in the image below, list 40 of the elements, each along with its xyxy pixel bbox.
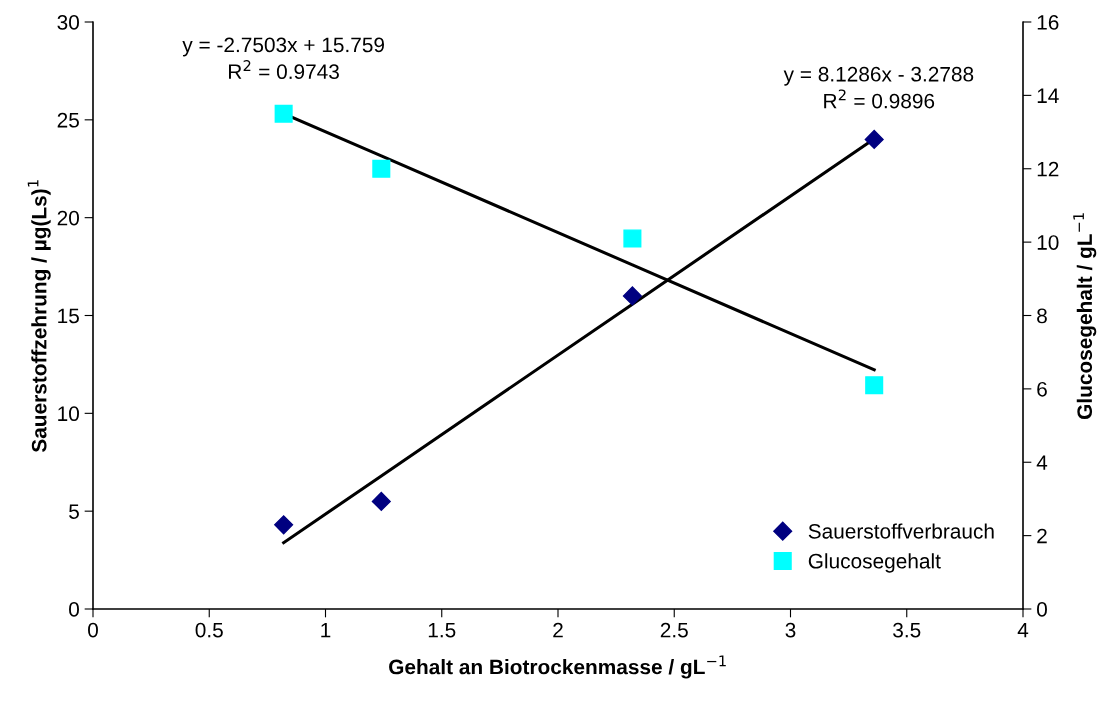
y-tick-label: 5 (69, 504, 79, 519)
y2-tick-label: 10 (1037, 235, 1059, 250)
point (622, 286, 642, 306)
y2-tick-label: 4 (1036, 455, 1048, 470)
legend-label: Glucosegehalt (808, 553, 941, 573)
point (864, 129, 884, 149)
y-axis-title: Sauerstoffzehrung / µg(Ls)$^{1}$ (27, 180, 51, 453)
y-tick-label: 30 (57, 15, 79, 30)
y2-tick-label: 16 (1037, 15, 1059, 30)
point (274, 104, 293, 123)
point (274, 515, 294, 535)
y2-tick-label: 12 (1037, 161, 1059, 177)
x-tick-label: 1 (321, 622, 331, 638)
y2-axis-title: Glucosegehalt / gL$^{−1}$ (1073, 213, 1097, 420)
point (371, 491, 391, 511)
y-tick-label: 0 (69, 602, 79, 617)
x-tick-label: 0.5 (195, 622, 223, 638)
annotation: y = -2.7503x + 15.759 R$^{2}$ = 0.9743 (182, 37, 385, 80)
x-tick-label: 0 (88, 622, 98, 638)
y2-tick-label: 6 (1037, 381, 1047, 397)
point (865, 376, 884, 395)
y-tick-label: 15 (58, 308, 79, 324)
x-tick-label: 4 (1017, 622, 1029, 638)
y2-tick-label: 2 (1037, 528, 1047, 544)
y2-tick-label: 14 (1037, 88, 1059, 103)
y-tick-label: 20 (57, 210, 79, 226)
annotation: y = 8.1286x - 3.2788 R$^{2}$ = 0.9896 (783, 66, 974, 109)
point (372, 159, 391, 178)
y2-tick-label: 8 (1037, 308, 1047, 324)
x-tick-label: 2 (553, 622, 563, 638)
x-tick-label: 2.5 (660, 622, 688, 638)
x-tick-label: 1.5 (428, 622, 456, 638)
y2-tick-label: 0 (1037, 602, 1047, 617)
point (623, 229, 642, 248)
y-tick-label: 10 (58, 406, 79, 422)
x-tick-label: 3.5 (893, 622, 921, 638)
x-axis-title: Gehalt an Biotrockenmasse / gL$^{−1}$ (389, 655, 726, 679)
y-tick-label: 25 (57, 112, 79, 128)
legend-label: Sauerstoffverbrauch (808, 523, 994, 539)
x-tick-label: 3 (785, 622, 796, 638)
